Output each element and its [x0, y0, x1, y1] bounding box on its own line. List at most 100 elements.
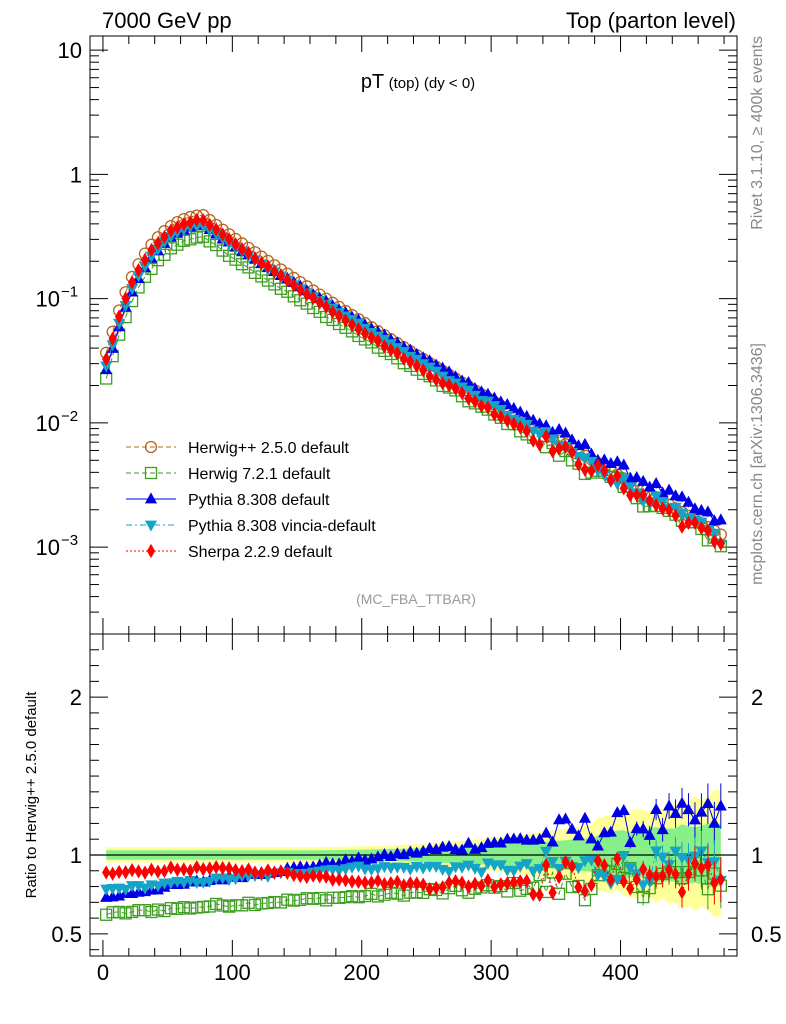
data-point	[145, 905, 158, 919]
data-point	[231, 863, 240, 878]
data-point	[462, 860, 475, 872]
data-point	[470, 394, 480, 409]
data-point	[457, 385, 467, 401]
data-point	[658, 501, 667, 516]
data-point	[216, 899, 229, 912]
data-point	[393, 346, 402, 361]
data-point	[235, 899, 249, 912]
data-point	[430, 862, 443, 874]
data-point	[322, 299, 331, 314]
data-point	[354, 874, 363, 889]
data-point	[296, 282, 305, 298]
data-point	[134, 262, 143, 278]
data-point	[591, 839, 604, 851]
ratio-axis-ticks: 2 2 1 1 0.5 0.5	[51, 634, 782, 956]
data-point	[274, 896, 288, 909]
data-point	[520, 859, 533, 871]
data-point	[237, 242, 247, 257]
data-point	[328, 872, 337, 887]
data-point	[464, 391, 473, 406]
data-point	[507, 866, 520, 878]
data-point	[184, 902, 197, 915]
ratio-y-tick-label-right: 1	[751, 843, 763, 868]
data-point	[307, 892, 320, 905]
data-point	[378, 848, 391, 860]
data-point	[639, 862, 648, 877]
data-point	[132, 903, 145, 917]
side-label-mcplots: mcplots.cern.ch [arXiv:1306.3436]	[749, 343, 766, 585]
data-point	[244, 245, 253, 261]
data-point	[231, 237, 240, 252]
y-tick-label: 10	[36, 411, 60, 436]
data-point	[708, 816, 721, 828]
data-point	[567, 444, 577, 460]
data-point	[535, 887, 544, 903]
data-point	[716, 536, 725, 551]
data-point	[218, 860, 227, 876]
data-point	[166, 223, 175, 238]
data-point	[639, 487, 648, 503]
data-point	[432, 372, 441, 387]
data-point	[684, 515, 693, 531]
data-point	[503, 413, 512, 428]
data-point	[248, 898, 262, 912]
data-point	[637, 474, 650, 486]
data-point	[710, 534, 719, 549]
data-point	[455, 862, 469, 874]
data-point	[632, 872, 641, 887]
data-point	[477, 878, 486, 893]
data-point	[276, 864, 285, 879]
data-point	[173, 862, 182, 877]
data-point	[315, 295, 324, 310]
data-point	[632, 487, 641, 503]
legend-entry: Pythia 8.308 default	[126, 492, 330, 509]
data-point	[663, 799, 676, 811]
data-point	[475, 867, 488, 879]
data-point	[127, 275, 137, 290]
title-cut: (dy < 0)	[424, 75, 475, 92]
data-point	[222, 249, 236, 262]
data-point	[669, 502, 682, 514]
ratio-y-tick-label: 0.5	[51, 922, 82, 947]
data-point	[289, 278, 298, 293]
data-point	[507, 401, 520, 413]
data-point	[656, 852, 669, 864]
data-point	[443, 866, 456, 878]
data-point	[509, 875, 518, 890]
data-point	[125, 905, 139, 919]
data-point	[490, 879, 499, 895]
data-point	[309, 868, 318, 883]
data-point	[650, 846, 663, 858]
data-point	[606, 872, 615, 888]
data-point	[637, 822, 650, 834]
data-point	[580, 462, 590, 477]
data-point	[652, 869, 661, 884]
data-point	[470, 876, 480, 891]
data-point	[283, 273, 292, 288]
data-point	[656, 823, 669, 835]
data-point	[561, 854, 570, 870]
data-point	[697, 521, 706, 536]
data-point	[179, 862, 188, 877]
data-point	[664, 503, 674, 518]
data-point	[186, 863, 195, 878]
data-point	[164, 902, 178, 915]
data-point	[140, 252, 150, 268]
data-point	[574, 880, 583, 895]
data-point	[373, 873, 383, 888]
data-point	[494, 860, 507, 872]
data-point	[113, 318, 126, 330]
data-point	[645, 493, 654, 508]
data-point	[242, 896, 255, 909]
data-point	[406, 354, 415, 369]
x-tick-label: 200	[343, 960, 380, 985]
data-point	[624, 863, 637, 875]
data-point	[371, 864, 384, 876]
data-point	[626, 881, 635, 896]
y-tick-exponent: −3	[61, 532, 78, 549]
ratio-y-tick-label-right: 2	[751, 685, 763, 710]
data-point	[695, 805, 708, 817]
data-point	[613, 468, 622, 484]
data-point	[714, 513, 727, 525]
data-point	[360, 326, 370, 341]
